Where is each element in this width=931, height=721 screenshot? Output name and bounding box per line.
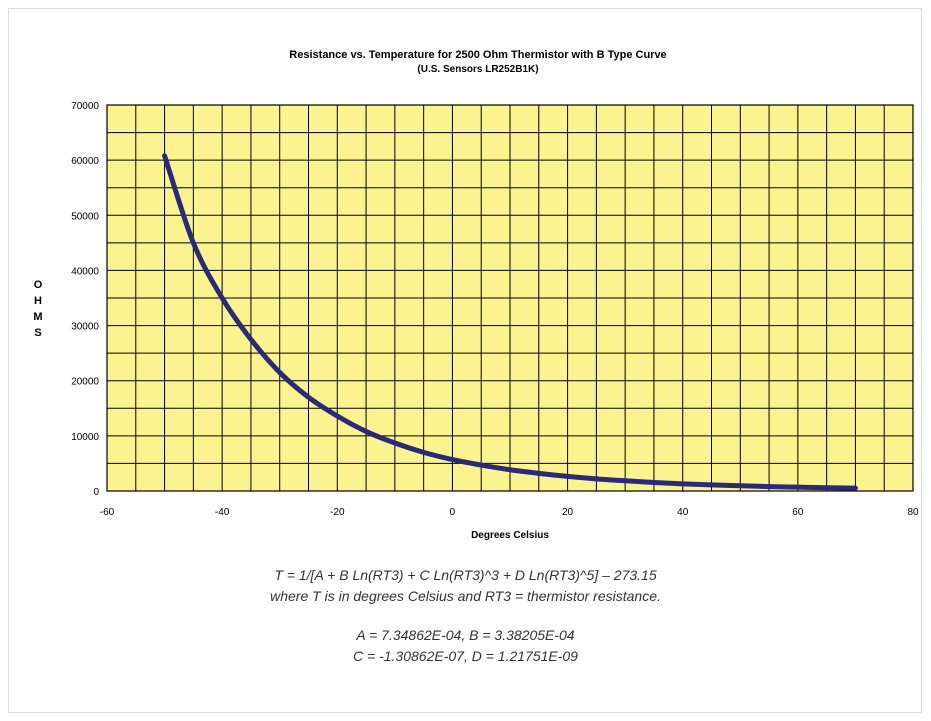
- formula-description: where T is in degrees Celsius and RT3 = …: [270, 588, 661, 604]
- plot-border: [106, 104, 914, 492]
- x-tick-label: -40: [215, 507, 230, 518]
- x-tick-label: -20: [330, 507, 345, 518]
- x-tick-label: 60: [792, 507, 804, 518]
- x-tick-label: 0: [450, 507, 456, 518]
- y-tick-label: 40000: [71, 266, 99, 277]
- series-group: [162, 153, 858, 491]
- y-axis-label-letter: M: [33, 311, 42, 323]
- y-axis-ticks: 0 10000 20000 30000 40000 50000 60000 70000: [71, 101, 99, 498]
- y-tick-label: 60000: [71, 156, 99, 167]
- y-tick-label: 30000: [71, 322, 99, 333]
- chart-subtitle: (U.S. Sensors LR252B1K): [417, 64, 538, 75]
- formula-equation: T = 1/[A + B Ln(RT3) + C Ln(RT3)^3 + D L…: [274, 567, 657, 583]
- y-tick-label: 50000: [71, 211, 99, 222]
- y-tick-label: 0: [93, 487, 99, 498]
- x-tick-label: 20: [562, 507, 574, 518]
- x-tick-label: -60: [100, 507, 115, 518]
- y-axis-label-letter: O: [34, 279, 43, 291]
- grid: [106, 104, 914, 492]
- x-axis-label: Degrees Celsius: [471, 530, 549, 541]
- resistance-curve: [162, 153, 858, 491]
- y-axis-label-letter: S: [34, 327, 41, 339]
- y-tick-label: 70000: [71, 101, 99, 112]
- y-tick-label: 10000: [71, 432, 99, 443]
- coefficients-ab: A = 7.34862E-04, B = 3.38205E-04: [356, 627, 575, 643]
- coefficients-cd: C = -1.30862E-07, D = 1.21751E-09: [353, 648, 578, 664]
- y-tick-label: 20000: [71, 377, 99, 388]
- thermistor-chart: Resistance vs. Temperature for 2500 Ohm …: [33, 49, 919, 541]
- chart-title: Resistance vs. Temperature for 2500 Ohm …: [289, 49, 666, 61]
- x-tick-label: 80: [907, 507, 919, 518]
- x-axis-ticks: -60 -40 -20 0 20 40 60 80: [100, 507, 919, 518]
- x-tick-label: 40: [677, 507, 689, 518]
- formula-block: T = 1/[A + B Ln(RT3) + C Ln(RT3)^3 + D L…: [0, 565, 931, 667]
- y-axis-label-letter: H: [34, 295, 42, 307]
